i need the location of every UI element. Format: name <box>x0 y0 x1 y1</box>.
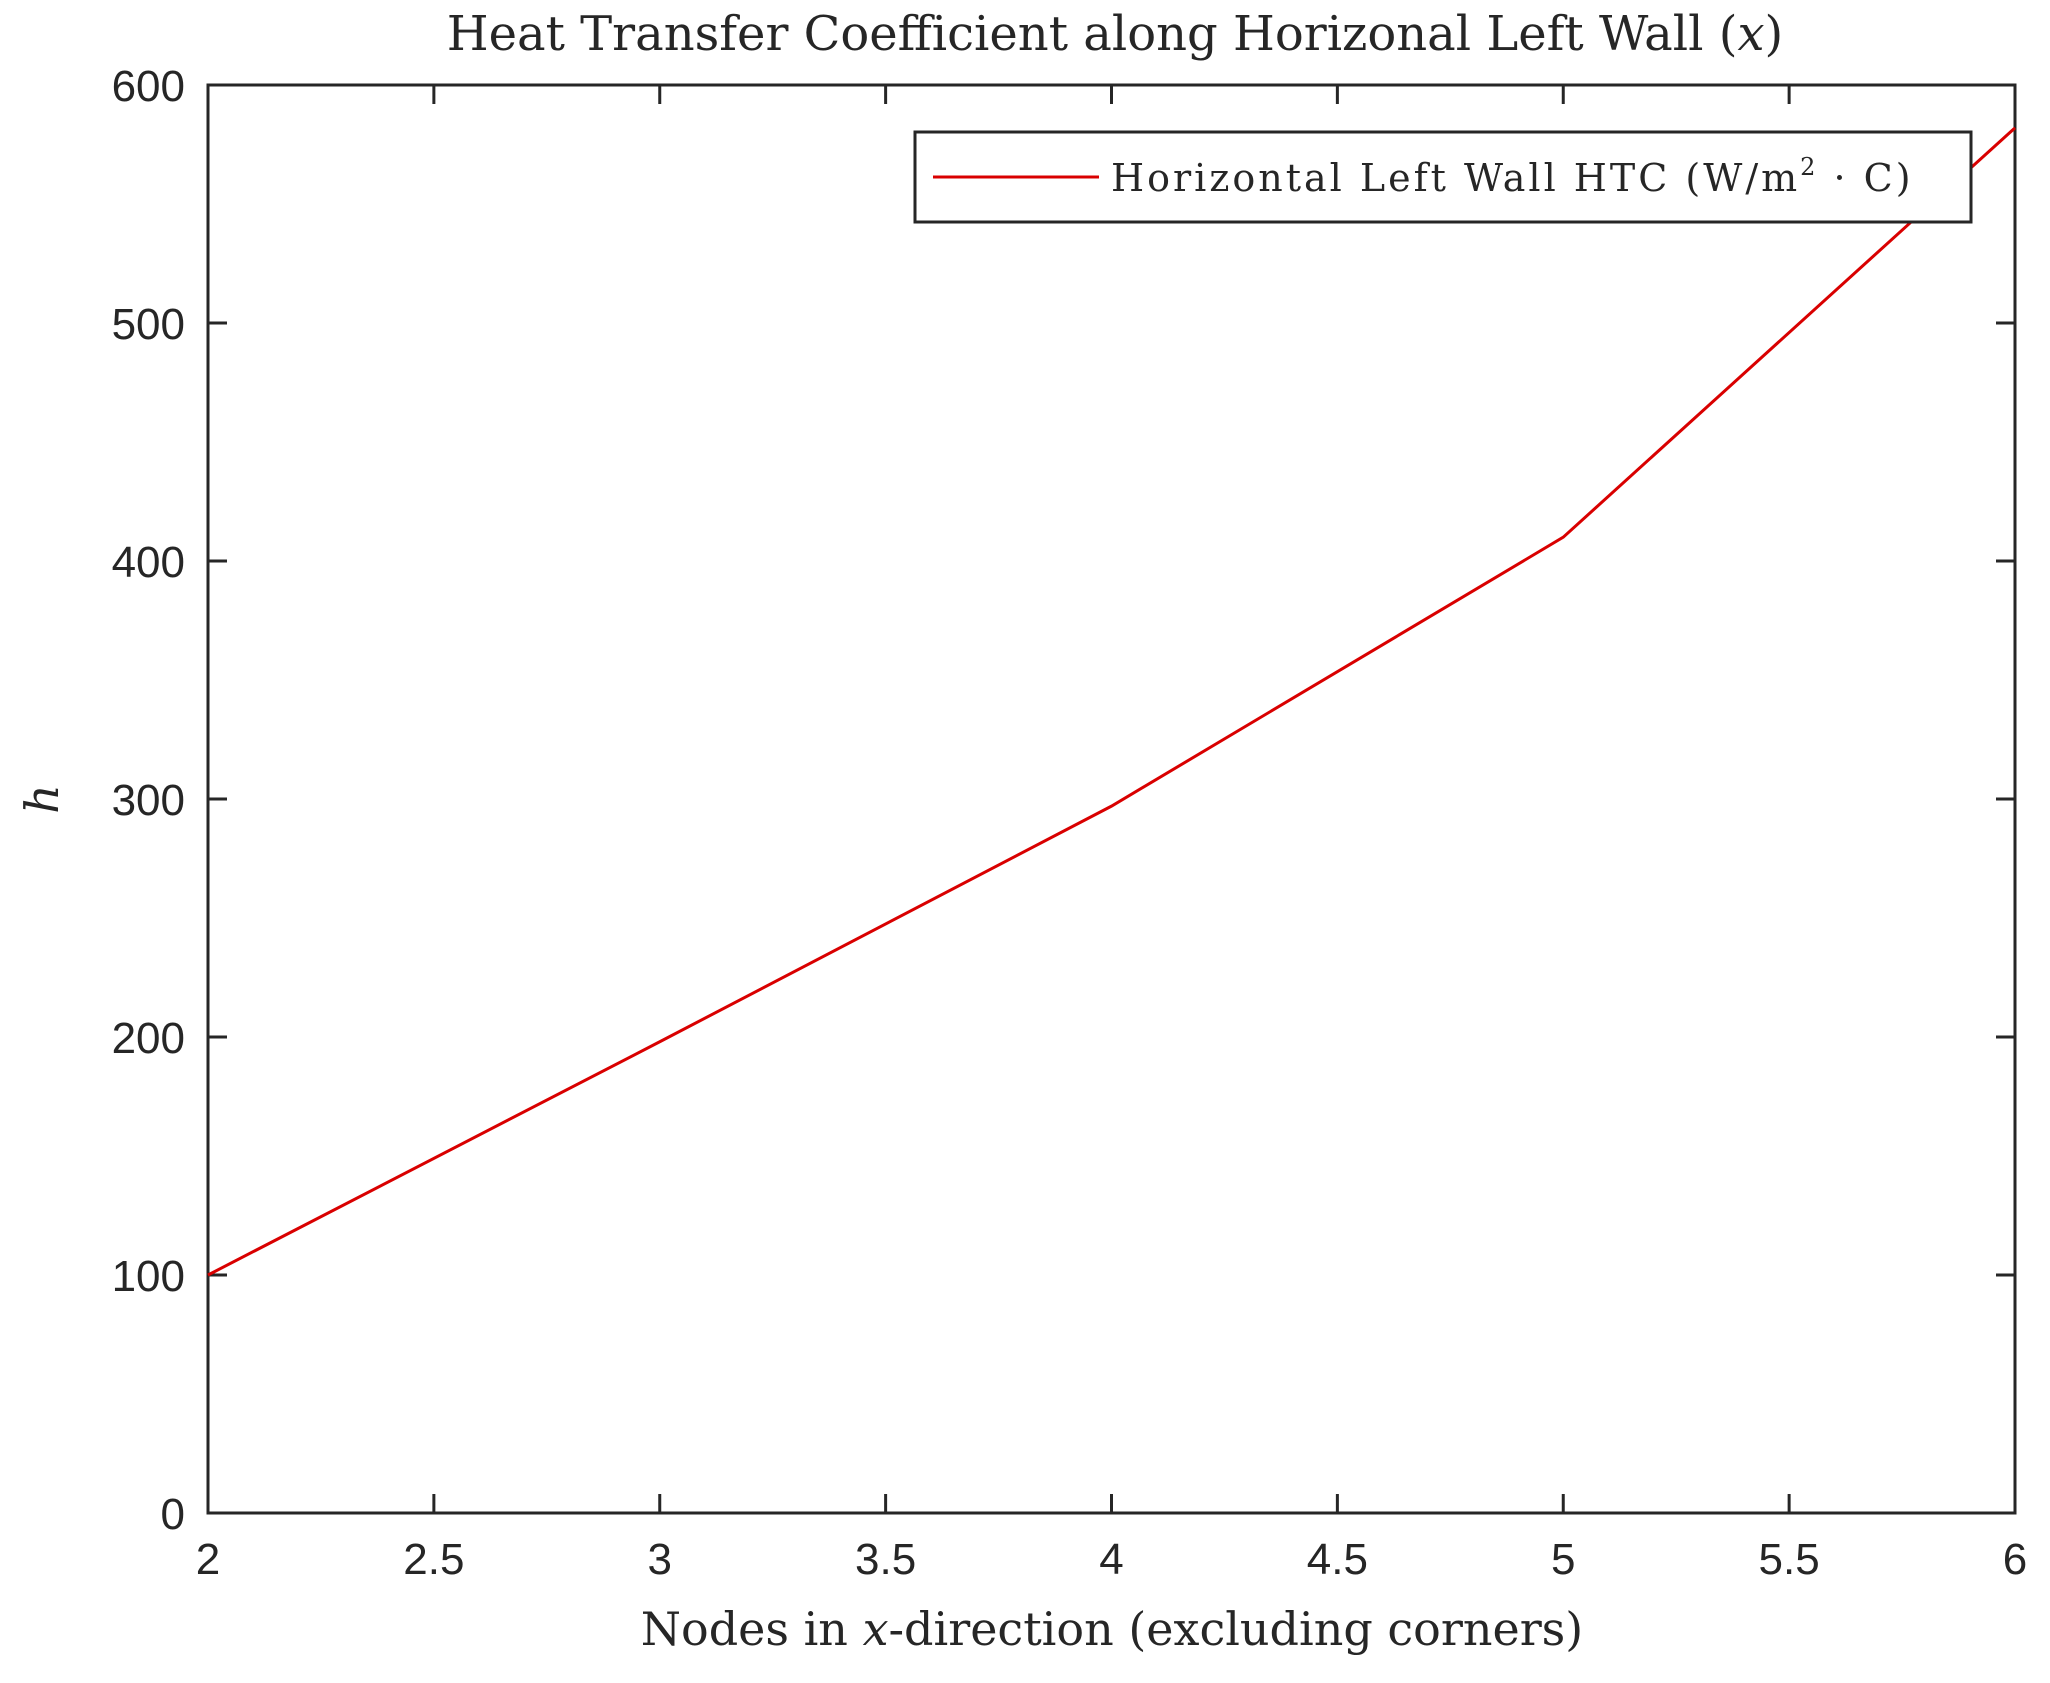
x-axis: 2 2.5 3 3.5 4 4.5 5 5.5 6 <box>196 85 2027 1584</box>
series-line-htc <box>207 126 2017 1277</box>
x-tick-label: 3 <box>648 1535 672 1584</box>
y-tick-label: 400 <box>112 538 185 587</box>
x-tick-label: 4.5 <box>1307 1535 1368 1584</box>
y-tick-label: 200 <box>112 1014 185 1063</box>
x-tick-label: 5 <box>1551 1535 1575 1584</box>
y-axis-label: h <box>15 784 69 814</box>
plot-area <box>206 83 2017 1515</box>
y-tick-label: 100 <box>112 1252 185 1301</box>
x-tick-label: 4 <box>1099 1535 1123 1584</box>
x-tick-label: 2.5 <box>403 1535 464 1584</box>
x-tick-label: 2 <box>196 1535 220 1584</box>
x-axis-label: Nodes in x-direction (excluding corners) <box>641 1602 1583 1656</box>
y-tick-label: 500 <box>112 300 185 349</box>
y-tick-label: 300 <box>112 776 185 825</box>
y-tick-label: 600 <box>112 62 185 111</box>
x-tick-label: 5.5 <box>1759 1535 1820 1584</box>
legend-label: Horizontal Left Wall HTC (W/m2 · C) <box>1111 153 1914 200</box>
x-tick-label: 6 <box>2003 1535 2027 1584</box>
y-tick-label: 0 <box>161 1490 185 1539</box>
legend: Horizontal Left Wall HTC (W/m2 · C) <box>913 130 1973 224</box>
chart-title: Heat Transfer Coefficient along Horizona… <box>447 6 1784 62</box>
x-tick-label: 3.5 <box>855 1535 916 1584</box>
y-axis: 0 100 200 300 400 500 600 <box>112 62 2015 1539</box>
